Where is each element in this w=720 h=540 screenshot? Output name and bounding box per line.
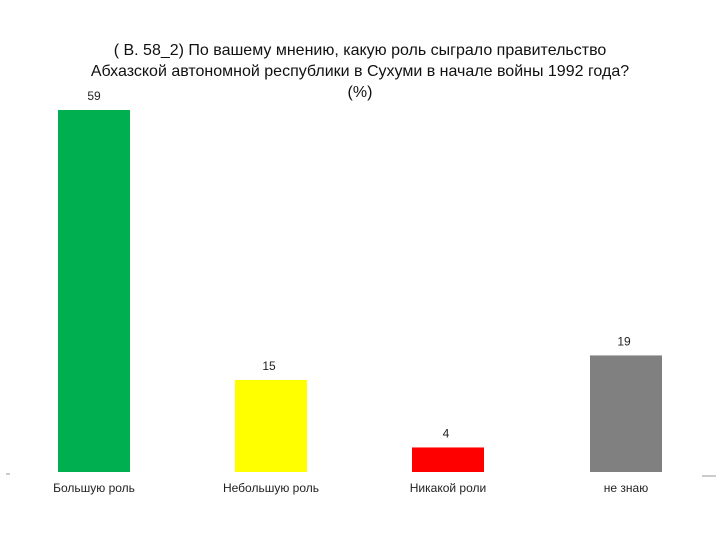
bar-1 bbox=[235, 379, 307, 472]
bar-3 bbox=[590, 355, 662, 472]
category-label-0: Большую роль bbox=[53, 481, 135, 495]
category-label-2: Никакой роли bbox=[410, 481, 486, 495]
bar-2 bbox=[412, 447, 484, 472]
data-label-2: 4 bbox=[443, 426, 450, 440]
category-label-1: Небольшую роль bbox=[223, 481, 319, 495]
data-label-0: 59 bbox=[87, 89, 101, 103]
bar-0 bbox=[58, 110, 130, 472]
chart-title: ( В. 58_2) По вашему мнению, какую роль … bbox=[90, 42, 630, 101]
data-label-3: 19 bbox=[617, 334, 631, 348]
data-label-1: 15 bbox=[262, 359, 276, 373]
category-label-3: не знаю bbox=[604, 481, 648, 495]
